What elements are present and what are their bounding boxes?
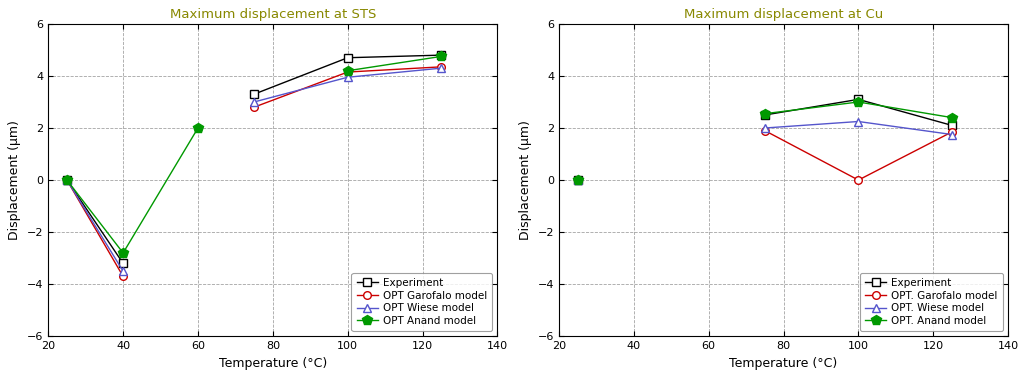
Experiment [759,113,771,117]
OPT. Anand model [571,178,583,182]
OPT Garofalo model [117,274,129,279]
OPT. Wiese model [946,132,958,137]
Line: Experiment: Experiment [574,96,956,184]
OPT Wiese model [61,178,73,182]
Line: OPT Garofalo model: OPT Garofalo model [63,63,445,280]
X-axis label: Temperature (°C): Temperature (°C) [729,357,838,370]
Experiment [946,123,958,128]
Line: OPT Wiese model: OPT Wiese model [63,64,445,275]
OPT Wiese model [248,100,260,104]
OPT Anand model [117,251,129,255]
Legend: Experiment, OPT Garofalo model, OPT Wiese model, OPT Anand model: Experiment, OPT Garofalo model, OPT Wies… [351,273,492,331]
OPT. Wiese model [852,119,865,124]
OPT Wiese model [435,66,448,70]
OPT Garofalo model [61,178,73,182]
OPT. Anand model [759,112,771,116]
Experiment [61,178,73,182]
Experiment [342,56,354,60]
Experiment [435,53,448,57]
Experiment [571,178,583,182]
Title: Maximum displacement at STS: Maximum displacement at STS [169,8,376,21]
Title: Maximum displacement at Cu: Maximum displacement at Cu [684,8,883,21]
OPT Garofalo model [248,105,260,110]
OPT Anand model [435,54,448,59]
Experiment [117,261,129,266]
OPT Wiese model [342,75,354,79]
OPT. Garofalo model [946,130,958,134]
OPT. Wiese model [571,178,583,182]
OPT. Anand model [852,100,865,104]
OPT. Wiese model [759,126,771,130]
OPT Anand model [342,68,354,73]
Line: OPT Anand model: OPT Anand model [62,51,447,258]
OPT Anand model [192,126,204,130]
Line: OPT. Wiese model: OPT. Wiese model [574,118,956,184]
OPT Wiese model [117,269,129,273]
OPT Garofalo model [342,70,354,74]
Y-axis label: Displacement (μm): Displacement (μm) [519,120,532,240]
OPT. Garofalo model [852,178,865,182]
Line: Experiment: Experiment [63,51,445,267]
OPT. Garofalo model [571,178,583,182]
Line: OPT. Garofalo model: OPT. Garofalo model [574,127,956,184]
OPT Anand model [61,178,73,182]
OPT. Anand model [946,115,958,120]
Experiment [852,97,865,102]
OPT Garofalo model [435,65,448,69]
OPT. Garofalo model [759,129,771,133]
Y-axis label: Displacement (μm): Displacement (μm) [8,120,22,240]
Line: OPT. Anand model: OPT. Anand model [572,97,957,185]
Legend: Experiment, OPT. Garofalo model, OPT. Wiese model, OPT. Anand model: Experiment, OPT. Garofalo model, OPT. Wi… [860,273,1003,331]
X-axis label: Temperature (°C): Temperature (°C) [219,357,327,370]
Experiment [248,92,260,96]
